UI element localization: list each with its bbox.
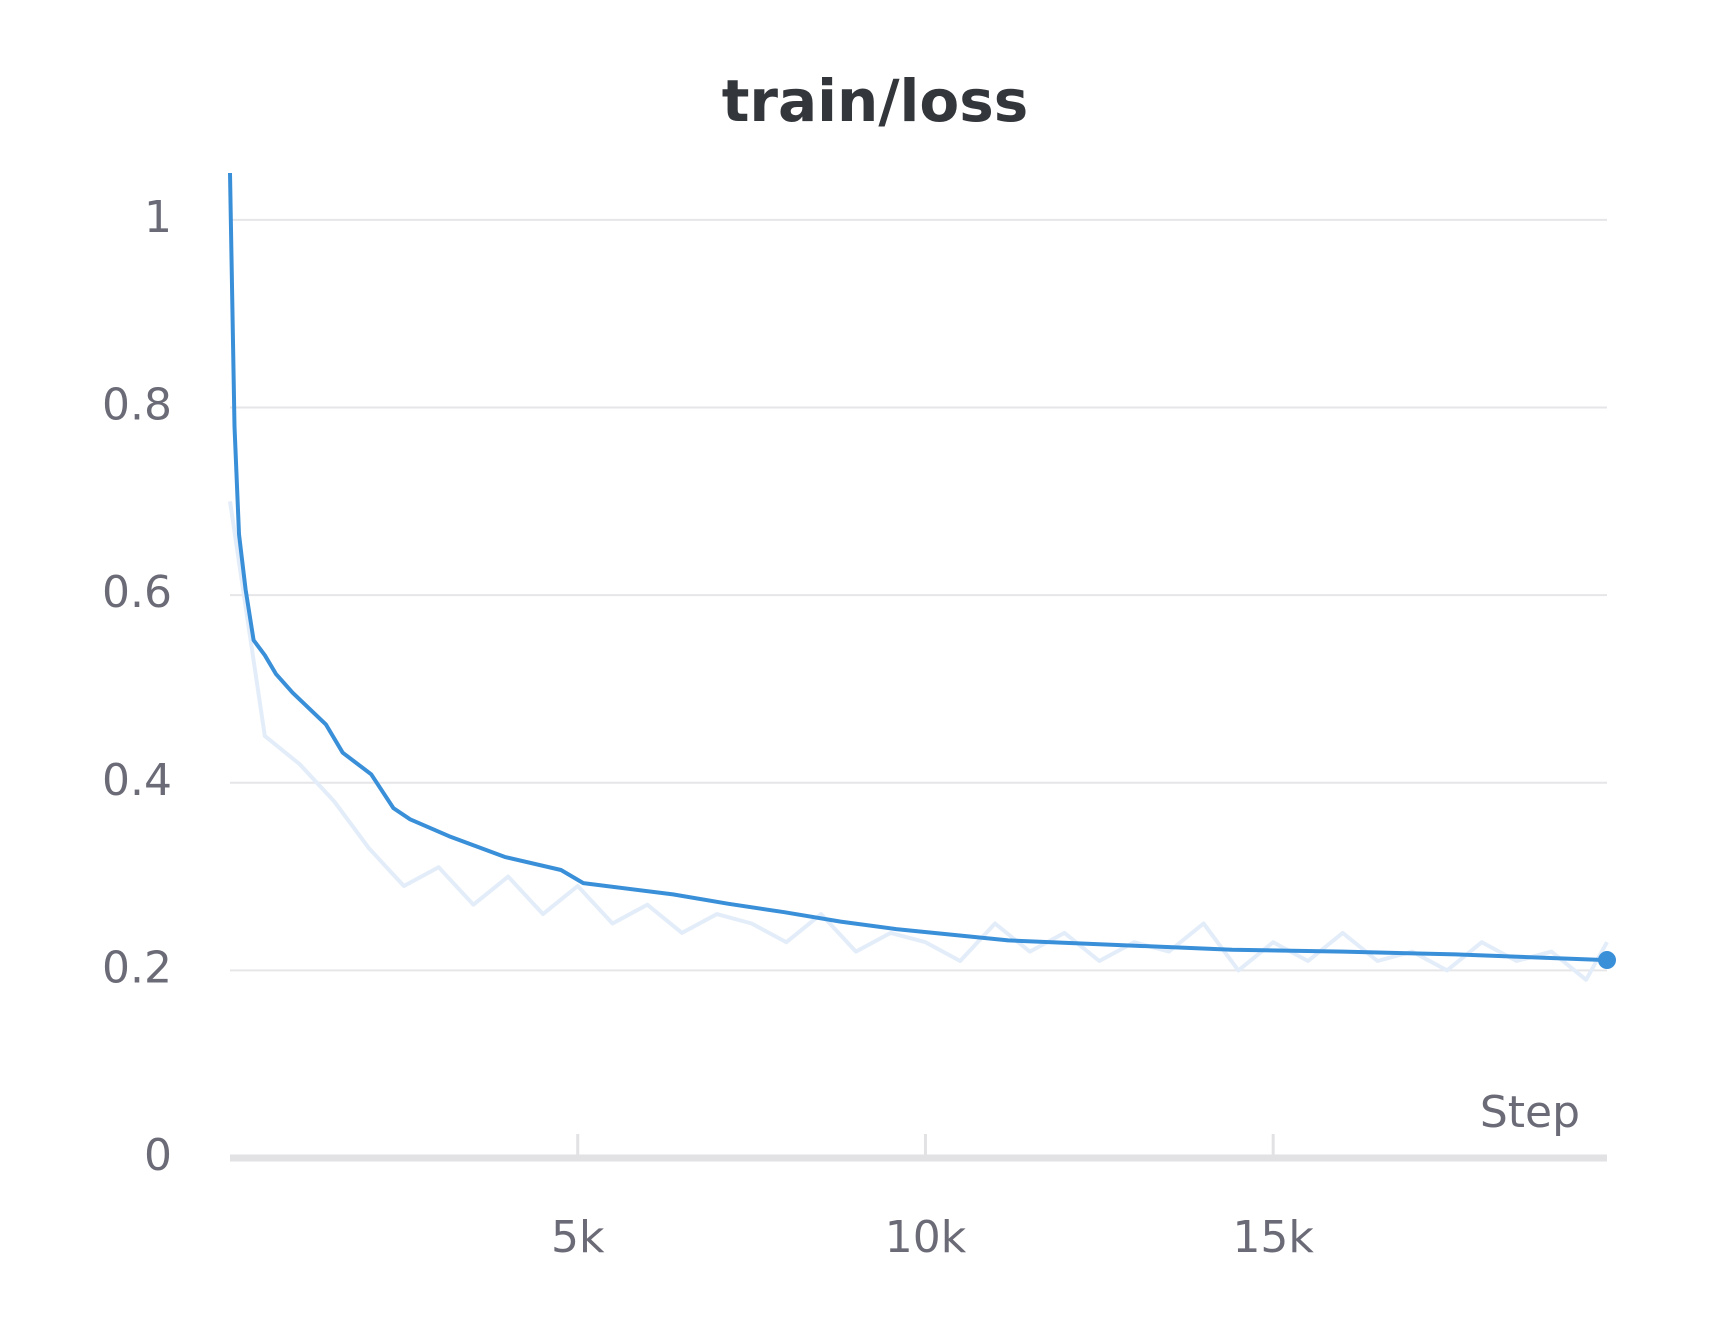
y-tick-label: 0.6 (102, 567, 172, 618)
line (228, 172, 1608, 963)
y-tick-label: 0.4 (102, 755, 172, 806)
chart-title: train/loss (722, 67, 1029, 135)
y-tick-label: 0.8 (102, 380, 172, 431)
x-tick-label: 10k (885, 1212, 967, 1263)
y-tick-label: 0.2 (102, 942, 172, 993)
x-axis-label: Step (1480, 1087, 1580, 1138)
y-tick-label: 0 (144, 1130, 172, 1181)
line (228, 501, 1609, 982)
y-tick-label: 1 (144, 192, 172, 243)
end-point (1598, 951, 1616, 970)
x-tick-label: 15k (1232, 1212, 1314, 1263)
x-tick-label: 5k (551, 1212, 605, 1263)
